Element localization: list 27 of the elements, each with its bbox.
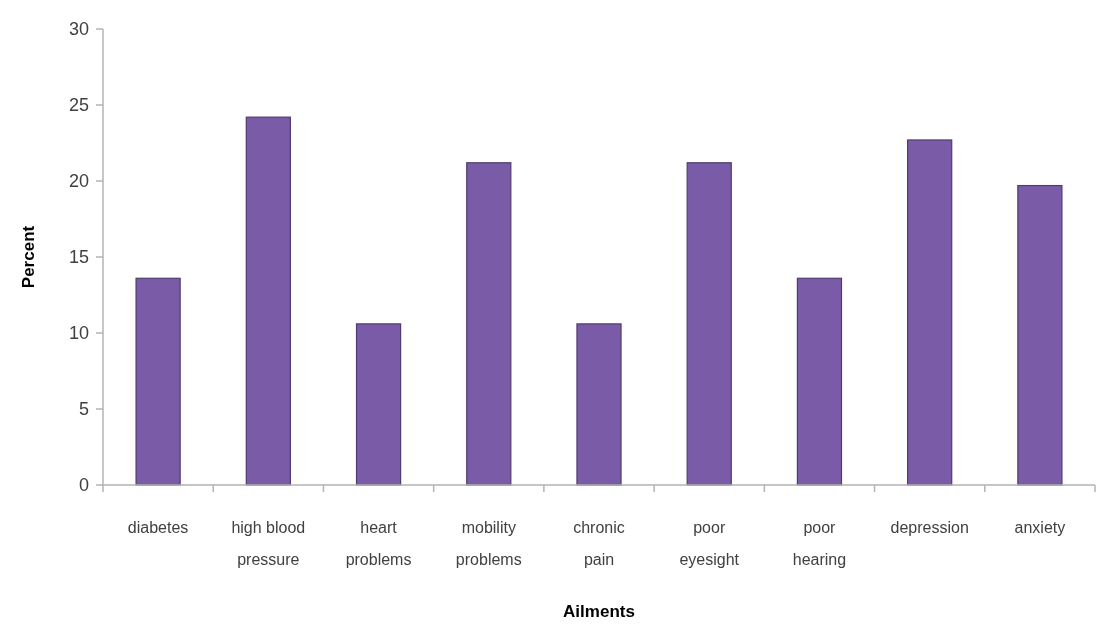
y-tick-label: 20	[68, 171, 89, 192]
bar	[907, 139, 953, 486]
y-axis-title: Percent	[18, 225, 38, 289]
x-axis-title: Ailments	[563, 602, 635, 621]
y-tick-label: 15	[68, 247, 89, 268]
x-tick-label: poor eyesight	[679, 519, 740, 568]
bar	[686, 162, 732, 486]
x-tick-label: mobility problems	[455, 519, 522, 568]
bar	[576, 323, 622, 486]
x-tick-label: heart problems	[345, 519, 412, 568]
bar	[1017, 184, 1063, 486]
bar	[245, 116, 291, 486]
y-tick-label: 30	[68, 19, 89, 40]
y-tick-label: 0	[78, 475, 89, 496]
x-tick-label: high blood pressure	[231, 519, 306, 568]
x-tick-label: anxiety	[1014, 519, 1066, 536]
y-tick-label: 10	[68, 323, 89, 344]
x-tick-label: poor hearing	[792, 519, 847, 568]
y-tick-label: 5	[78, 399, 89, 420]
bar	[135, 277, 181, 486]
x-tick-label: diabetes	[127, 519, 189, 536]
bar	[355, 323, 402, 486]
x-tick-label: depression	[890, 519, 969, 536]
bar	[796, 277, 843, 486]
bar	[466, 162, 512, 486]
x-tick-label: chronic pain	[573, 519, 625, 568]
y-tick-label: 25	[68, 95, 89, 116]
